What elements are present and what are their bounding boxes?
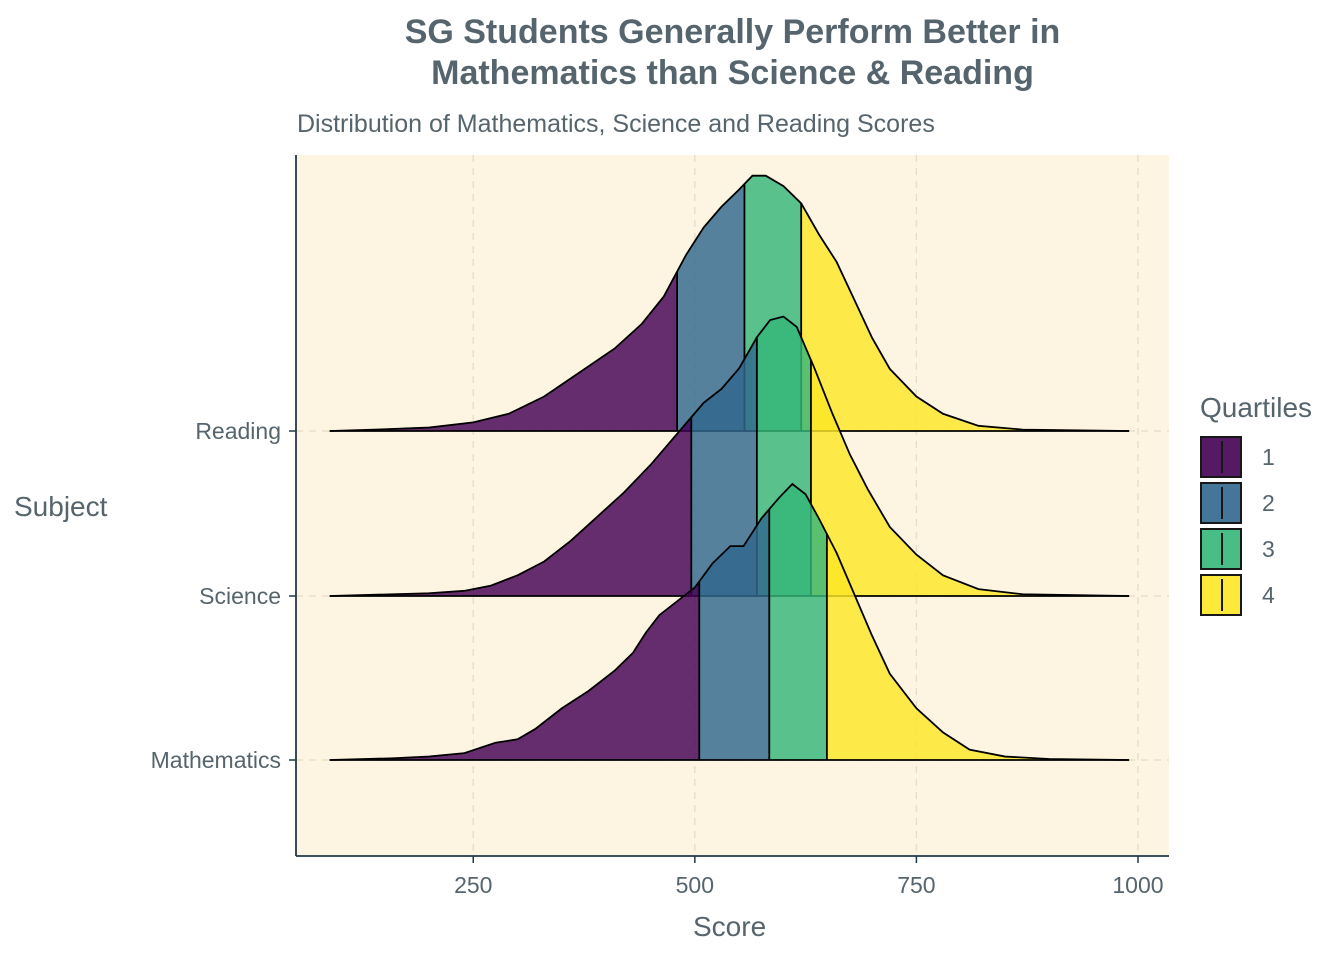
legend-label-4: 4: [1262, 581, 1275, 608]
science-density-outline: [329, 315, 1130, 597]
reading-quartile-1-area: [329, 271, 678, 431]
mathematics-quartile-4-area: [826, 534, 1130, 760]
legend-key-1: [1200, 436, 1242, 478]
legend-label-3: 3: [1262, 535, 1275, 562]
x-tick-label-750: 750: [897, 872, 935, 898]
science-quartile-1-area: [329, 417, 692, 596]
reading-quartile-2-area: [677, 183, 745, 431]
science-quartile-4-area: [810, 360, 1130, 596]
legend-label-2: 2: [1262, 489, 1275, 516]
legend-title: Quartiles: [1200, 392, 1313, 423]
legend-item-4: 4: [1200, 572, 1312, 618]
legend-key-4: [1200, 574, 1242, 616]
x-tick-label-250: 250: [454, 872, 492, 898]
legend: Quartiles 1 2 3 4: [1200, 392, 1312, 618]
mathematics-quartile-1-area: [329, 581, 700, 760]
mathematics-density-outline: [329, 482, 1130, 761]
legend-key-3: [1200, 528, 1242, 570]
legend-key-2: [1200, 482, 1242, 524]
legend-item-1: 1: [1200, 434, 1312, 480]
y-tick-label-mathematics: Mathematics: [151, 747, 281, 773]
reading-quartile-4-area: [801, 203, 1130, 431]
chart-title-line-2: Mathematics than Science & Reading: [431, 54, 1034, 92]
y-axis-label: Subject: [14, 491, 108, 522]
chart-subtitle: Distribution of Mathematics, Science and…: [297, 110, 935, 138]
science-quartile-2-area: [691, 337, 757, 596]
legend-item-3: 3: [1200, 526, 1312, 572]
x-tick-label-1000: 1000: [1112, 872, 1163, 898]
x-axis-label: Score: [693, 911, 767, 942]
chart-title: SG Students Generally Perform Better in …: [310, 12, 1155, 94]
y-tick-label-reading: Reading: [195, 418, 281, 444]
x-tick-label-500: 500: [676, 872, 714, 898]
legend-item-2: 2: [1200, 480, 1312, 526]
mathematics-quartile-2-area: [699, 509, 770, 760]
legend-label-1: 1: [1262, 443, 1275, 470]
reading-density-outline: [329, 174, 1130, 432]
y-tick-label-science: Science: [199, 583, 281, 609]
chart-title-line-1: SG Students Generally Perform Better in: [404, 13, 1061, 51]
mathematics-quartile-3-area: [769, 484, 827, 760]
